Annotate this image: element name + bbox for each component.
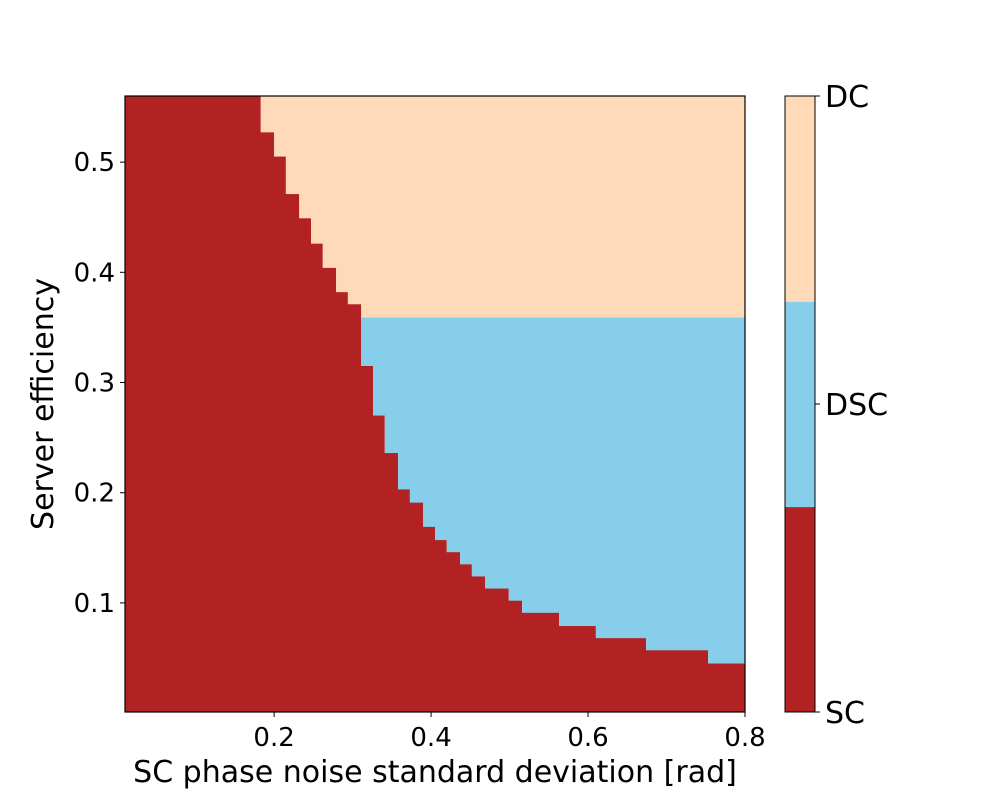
region-dsc [423,502,745,528]
y-tick-label: 0.1 [74,589,115,619]
region-sc [125,540,447,553]
region-sc [125,612,559,627]
region-dc [274,132,745,158]
region-sc [125,156,286,195]
region-dsc [384,415,745,454]
y-tick-label: 0.5 [74,148,115,178]
colorbar: SC DSC DC [784,80,888,731]
region-sc [125,552,461,565]
y-axis-ticks: 0.1 0.2 0.3 0.4 0.5 [74,148,125,619]
region-dsc [595,626,745,639]
region-sc [125,267,337,293]
region-dsc [522,600,745,614]
region-dsc [373,365,745,417]
x-axis-ticks: 0.2 0.4 0.6 0.8 [253,712,766,753]
colorbar-label-dc: DC [825,80,869,115]
region-sc [125,502,424,528]
region-sc [125,415,385,454]
region-sc [125,132,275,158]
y-axis-label: Server efficiency [26,278,61,530]
region-sc [125,600,523,614]
region-sc [125,588,509,602]
region-dsc [485,576,745,590]
region-dsc [398,453,745,490]
region-dc [347,292,745,305]
region-dc [299,194,745,219]
region-dsc [708,650,745,665]
region-dsc [471,564,745,577]
region-dc [322,243,745,269]
region-dsc [508,588,745,602]
region-sc [125,489,410,504]
colorbar-label-dsc: DSC [825,388,888,423]
colorbar-segment-dc [785,96,815,302]
x-tick-label: 0.4 [410,723,451,753]
region-sc [125,576,486,590]
region-dsc [361,317,745,367]
region-sc [125,626,596,639]
heatmap-regions [125,96,745,713]
region-sc [125,218,311,245]
region-dc [336,267,745,293]
y-tick-label: 0.4 [74,258,115,288]
colorbar-segment-dsc [785,301,815,508]
colorbar-label-sc: SC [825,696,865,731]
region-sc [125,243,323,269]
y-tick-label: 0.3 [74,369,115,399]
region-dsc [446,540,745,553]
region-sc [125,194,300,219]
region-dsc [460,552,745,565]
x-axis-label: SC phase noise standard deviation [rad] [133,755,737,790]
region-sc [125,96,261,133]
region-dc [260,96,745,133]
y-tick-label: 0.2 [74,479,115,509]
region-sc [125,638,647,651]
region-sc [125,663,745,713]
region-dsc [559,612,745,627]
region-sc [125,453,399,490]
region-sc [125,292,348,305]
region-dc [361,304,745,318]
x-tick-label: 0.6 [567,723,608,753]
region-sc [125,304,362,367]
region-dc [311,218,745,245]
region-sc [125,526,435,541]
x-tick-label: 0.8 [724,723,765,753]
region-dsc [646,638,745,651]
plot-frame [124,95,746,713]
region-sc [125,564,472,577]
region-dsc [435,526,745,541]
x-tick-label: 0.2 [253,723,294,753]
region-dsc [409,489,745,504]
region-dc [285,156,745,195]
colorbar-segment-sc [785,506,815,713]
region-sc [125,650,709,665]
region-sc [125,365,373,417]
